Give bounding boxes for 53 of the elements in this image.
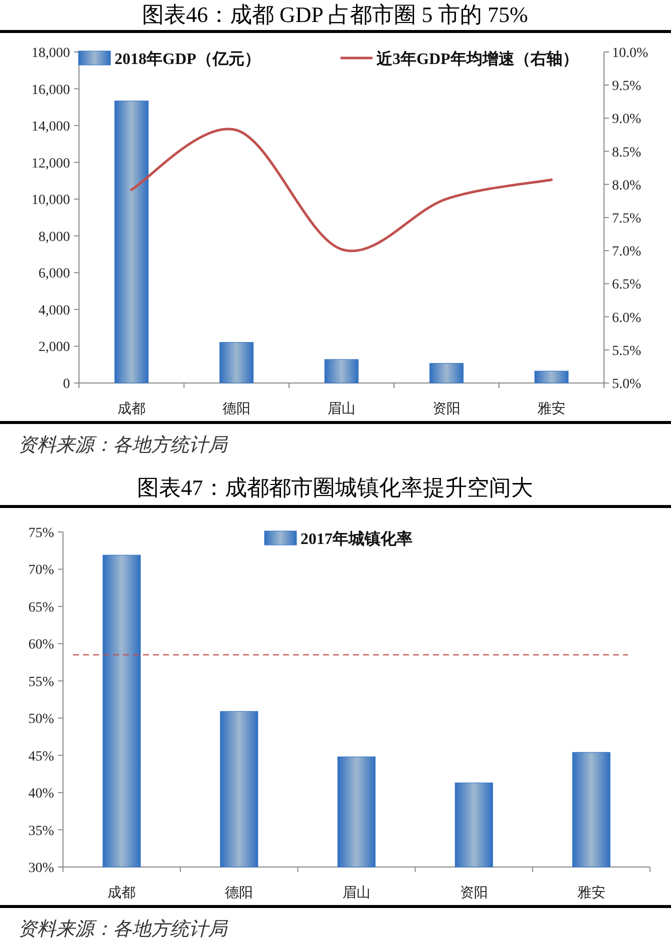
bar bbox=[429, 363, 464, 384]
y-tick-label: 8,000 bbox=[38, 230, 70, 245]
y2-tick-label: 5.5% bbox=[612, 344, 642, 359]
y-tick-label: 50% bbox=[28, 712, 54, 728]
y-tick-label: 40% bbox=[28, 786, 54, 802]
x-tick-label: 眉山 bbox=[342, 885, 370, 901]
y-tick-label: 14,000 bbox=[32, 120, 70, 135]
text: 资料来源：各地方统计局 bbox=[18, 918, 228, 940]
x-tick-label: 成都 bbox=[108, 885, 136, 901]
y-tick-label: 4,000 bbox=[38, 303, 70, 318]
y2-tick-label: 5.0% bbox=[612, 377, 642, 392]
y-tick-label: 12,000 bbox=[32, 156, 70, 172]
y-tick-label: 70% bbox=[28, 563, 54, 578]
x-tick-label: 德阳 bbox=[225, 885, 254, 901]
y-tick-label: 18,000 bbox=[32, 46, 70, 61]
y2-tick-label: 7.5% bbox=[612, 212, 642, 226]
y-tick-label: 10,000 bbox=[32, 193, 70, 208]
x-tick-label: 资阳 bbox=[460, 885, 488, 901]
x-tick-label: 雅安 bbox=[538, 401, 566, 417]
y2-tick-label: 6.5% bbox=[612, 278, 642, 293]
y-tick-label: 65% bbox=[28, 600, 54, 616]
bar bbox=[219, 342, 254, 384]
y-tick-label: 0 bbox=[63, 377, 70, 392]
legend-label: 近3年GDP年均增速（右轴） bbox=[376, 50, 578, 68]
y-tick-label: 75% bbox=[28, 526, 54, 541]
y-tick-label: 60% bbox=[28, 638, 54, 653]
bar bbox=[324, 359, 359, 384]
legend-label: 2018年GDP（亿元） bbox=[114, 50, 260, 68]
y2-tick-label: 7.0% bbox=[612, 244, 642, 260]
x-tick-label: 资阳 bbox=[432, 401, 460, 417]
y2-tick-label: 8.5% bbox=[612, 145, 642, 160]
chart-title: 图表46：成都 GDP 占都市圈 5 市的 75% bbox=[142, 2, 528, 27]
y-tick-label: 55% bbox=[28, 674, 54, 690]
y-tick-label: 6,000 bbox=[38, 266, 70, 282]
y2-tick-label: 8.0% bbox=[612, 178, 642, 194]
y-tick-label: 16,000 bbox=[32, 82, 70, 98]
y2-tick-label: 9.0% bbox=[612, 112, 642, 128]
y2-tick-label: 9.5% bbox=[612, 79, 642, 94]
x-tick-label: 德阳 bbox=[222, 401, 250, 417]
y2-tick-label: 6.0% bbox=[612, 310, 642, 326]
chart-title: 图表47：成都都市圈城镇化率提升空间大 bbox=[137, 475, 533, 500]
y-tick-label: 30% bbox=[28, 861, 54, 876]
legend-label: 2017年城镇化率 bbox=[300, 529, 412, 548]
y2-tick-label: 10.0% bbox=[612, 46, 648, 61]
x-tick-label: 成都 bbox=[118, 401, 146, 417]
y-tick-label: 35% bbox=[28, 824, 54, 839]
x-tick-label: 眉山 bbox=[328, 401, 356, 417]
bar bbox=[534, 370, 569, 384]
y-tick-label: 45% bbox=[28, 749, 54, 764]
text: 资料来源：各地方统计局 bbox=[18, 434, 228, 456]
x-tick-label: 雅安 bbox=[577, 885, 606, 901]
y-tick-label: 2,000 bbox=[38, 340, 70, 356]
bar bbox=[114, 100, 149, 384]
